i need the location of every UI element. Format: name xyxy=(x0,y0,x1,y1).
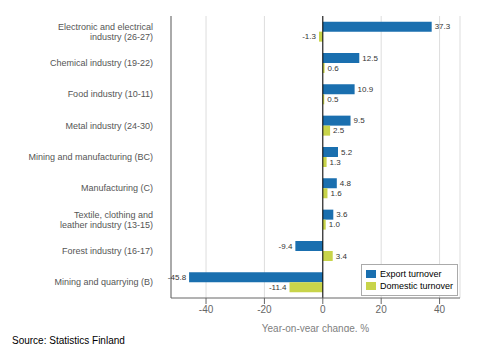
html-text:Export turnover: Export turnover xyxy=(380,269,442,279)
svg-text:3.4: 3.4 xyxy=(336,252,348,261)
svg-text:9.5: 9.5 xyxy=(354,116,366,125)
svg-text:-40: -40 xyxy=(199,304,214,315)
svg-text:0: 0 xyxy=(320,304,326,315)
svg-text:Manufacturing (C): Manufacturing (C) xyxy=(81,183,153,193)
svg-text:40: 40 xyxy=(434,304,446,315)
svg-text:Forest industry (16-17): Forest industry (16-17) xyxy=(62,246,153,256)
svg-text:1.6: 1.6 xyxy=(330,189,342,198)
svg-text:37.3: 37.3 xyxy=(435,22,451,31)
svg-text:Textile, clothing andleather i: Textile, clothing andleather industry (1… xyxy=(60,210,153,230)
svg-text:Chemical industry (19-22): Chemical industry (19-22) xyxy=(50,58,153,68)
svg-text:-9.4: -9.4 xyxy=(279,242,293,251)
svg-text:1.3: 1.3 xyxy=(330,158,342,167)
svg-text:10.9: 10.9 xyxy=(358,85,374,94)
svg-text:Food industry (10-11): Food industry (10-11) xyxy=(68,89,153,99)
svg-text:0.6: 0.6 xyxy=(328,64,340,73)
svg-text:5.2: 5.2 xyxy=(341,148,353,157)
svg-text:4.8: 4.8 xyxy=(340,179,352,188)
svg-text:-1.3: -1.3 xyxy=(302,32,316,41)
svg-text:20: 20 xyxy=(376,304,388,315)
svg-text:Electronic and electricalindus: Electronic and electricalindustry (26-27… xyxy=(58,22,153,42)
svg-text:0.5: 0.5 xyxy=(327,95,339,104)
svg-text:-20: -20 xyxy=(257,304,272,315)
html-text:Source: Statistics Finland: Source: Statistics Finland xyxy=(12,335,125,346)
svg-text:Mining and quarrying (B): Mining and quarrying (B) xyxy=(54,277,153,287)
svg-text:2.5: 2.5 xyxy=(333,126,345,135)
svg-text:-11.4: -11.4 xyxy=(269,283,287,292)
svg-text:Metal industry (24-30): Metal industry (24-30) xyxy=(65,121,153,131)
svg-text:1.0: 1.0 xyxy=(329,220,341,229)
svg-text:3.6: 3.6 xyxy=(336,210,348,219)
svg-text:-45.8: -45.8 xyxy=(168,273,187,282)
svg-text:Year-on-year change, %: Year-on-year change, % xyxy=(262,323,370,332)
html-text:Domestic turnover: Domestic turnover xyxy=(380,281,453,291)
svg-text:Mining and manufacturing (BC): Mining and manufacturing (BC) xyxy=(28,152,153,162)
svg-text:12.5: 12.5 xyxy=(362,54,378,63)
